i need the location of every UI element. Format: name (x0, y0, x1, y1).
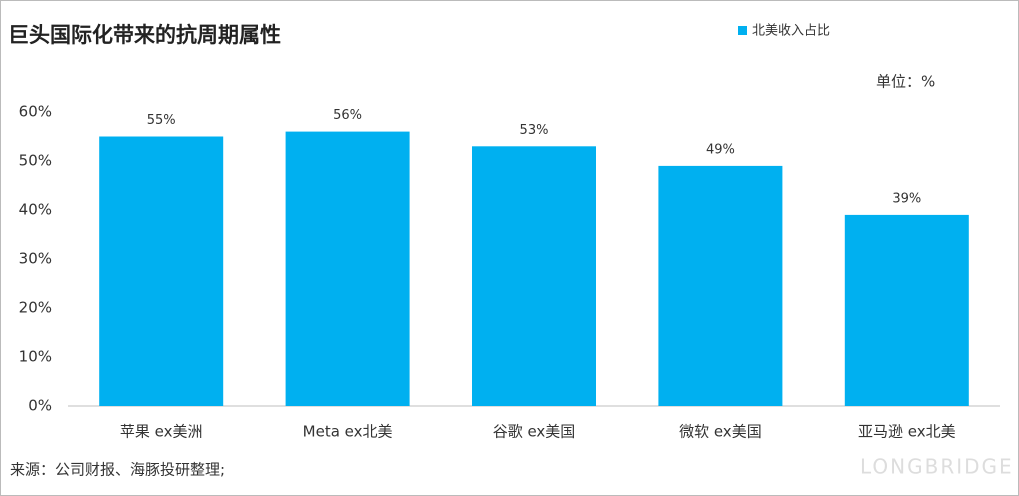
chart-title: 巨头国际化带来的抗周期属性 (8, 23, 281, 47)
watermark: LONGBRIDGE (860, 455, 1014, 479)
x-tick-label: 苹果 ex美洲 (120, 423, 203, 441)
value-label: 56% (333, 108, 362, 123)
y-tick-label: 40% (19, 201, 52, 219)
bar (658, 165, 783, 406)
y-tick-label: 0% (28, 397, 52, 415)
bar (99, 136, 224, 406)
y-tick-label: 60% (19, 103, 52, 121)
unit-label: 单位：% (876, 73, 935, 91)
x-tick-label: 谷歌 ex美国 (493, 423, 576, 441)
y-tick-label: 50% (19, 152, 52, 170)
value-label: 53% (520, 123, 549, 138)
x-tick-label: 亚马逊 ex北美 (858, 423, 956, 441)
value-label: 49% (706, 142, 735, 157)
bar (472, 146, 596, 407)
value-label: 55% (147, 113, 176, 128)
bar (285, 131, 410, 406)
y-tick-label: 10% (19, 348, 52, 366)
x-tick-label: 微软 ex美国 (679, 423, 762, 441)
source: 来源：公司财报、海豚投研整理; (10, 461, 225, 479)
legend-label: 北美收入占比 (752, 24, 830, 39)
value-label: 39% (892, 191, 921, 206)
bar (844, 214, 969, 406)
x-tick-label: Meta ex北美 (303, 423, 393, 441)
y-tick-label: 20% (19, 299, 52, 317)
y-tick-label: 30% (19, 250, 52, 268)
legend-swatch (738, 26, 747, 35)
